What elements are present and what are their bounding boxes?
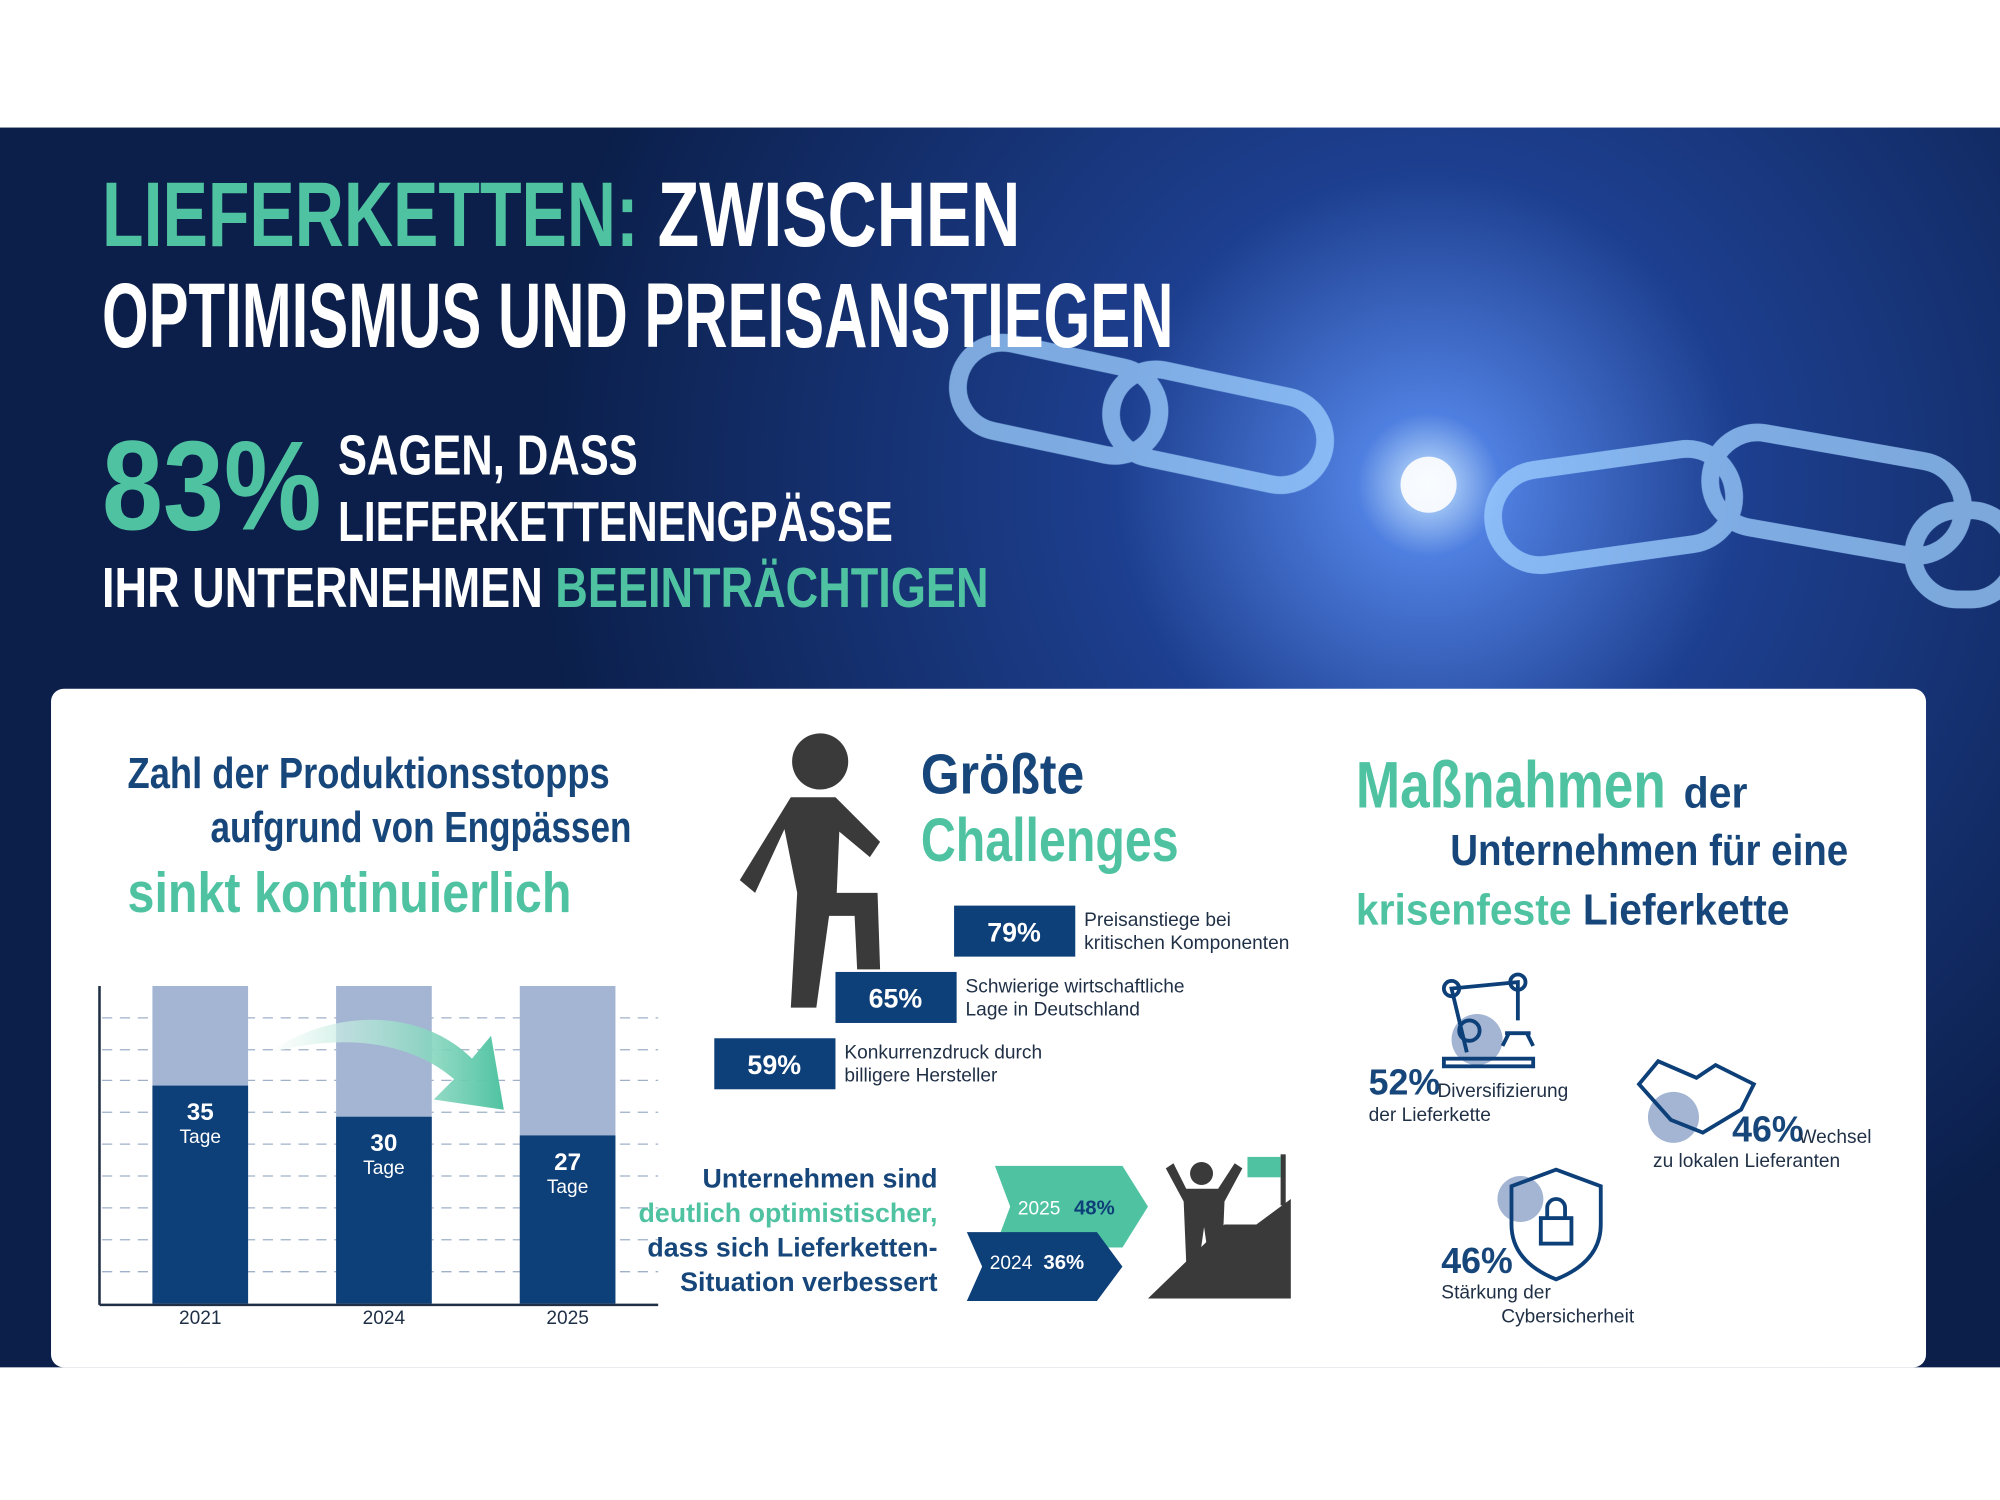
- bar: [519, 1135, 616, 1304]
- measure-label: zu lokalen Lieferanten: [1653, 1151, 1840, 1172]
- optimism-value: 48%: [1074, 1197, 1115, 1219]
- measures-highlight: krisenfeste: [1356, 887, 1572, 935]
- stat: 83%: [102, 415, 321, 557]
- arrow-2025: [994, 1165, 1148, 1248]
- x-tick-label: 2021: [179, 1308, 222, 1329]
- challenges-highlight: Challenges: [921, 806, 1179, 874]
- challenge-label: Lage in Deutschland: [966, 999, 1140, 1020]
- bar-unit: Tage: [180, 1127, 221, 1148]
- measure-label: Stärkung der: [1441, 1282, 1551, 1303]
- measure-label: Diversifizierung: [1438, 1081, 1569, 1102]
- bar-value: 27: [554, 1149, 581, 1176]
- measures-title: der: [1684, 769, 1748, 817]
- climber-icon: [739, 733, 881, 1008]
- optimism-text: Situation verbessert: [680, 1267, 937, 1297]
- measure-label: Wechsel: [1798, 1127, 1871, 1148]
- measures-title: Unternehmen für eine: [1450, 827, 1848, 875]
- card: [51, 688, 1927, 1368]
- spark: [1400, 456, 1457, 513]
- optimism-text: dass sich Lieferketten-: [647, 1232, 937, 1262]
- summit-icon: [1147, 1154, 1291, 1299]
- bar-unit: Tage: [547, 1177, 588, 1198]
- challenge-value: 65%: [869, 984, 923, 1014]
- optimism-text: deutlich optimistischer,: [639, 1198, 938, 1228]
- optimism-year: 2024: [990, 1253, 1033, 1274]
- title: LIEFERKETTEN: ZWISCHEN: [102, 164, 1020, 266]
- title-highlight: LIEFERKETTEN:: [102, 164, 639, 266]
- stops-title: Zahl der Produktionsstopps: [128, 750, 610, 798]
- bar: [336, 1116, 432, 1304]
- robot-icon: [1441, 972, 1536, 1069]
- challenge-value: 79%: [987, 917, 1041, 947]
- stat-line3-text: IHR UNTERNEHMEN: [102, 556, 555, 619]
- flag: [1247, 1156, 1281, 1178]
- challenge-value: 59%: [747, 1050, 801, 1080]
- optimism-text: Unternehmen sind: [703, 1164, 938, 1194]
- measures-title: krisenfeste Lieferkette: [1356, 887, 1790, 935]
- challenge-box: [835, 971, 957, 1023]
- x-tick-label: 2025: [546, 1308, 589, 1329]
- measures-rest: Lieferkette: [1572, 887, 1790, 935]
- title-rest: ZWISCHEN: [639, 164, 1021, 266]
- bar-value: 35: [187, 1099, 214, 1126]
- stops-title: aufgrund von Engpässen: [210, 804, 631, 852]
- shield-icon: [1497, 1167, 1603, 1282]
- stat-line1: SAGEN, DASS: [338, 423, 638, 486]
- challenges-title: Größte: [921, 742, 1084, 805]
- stat-line3: IHR UNTERNEHMEN BEEINTRÄCHTIGEN: [102, 556, 988, 619]
- challenge-label: Schwierige wirtschaftliche: [966, 976, 1185, 997]
- measure-value: 46%: [1732, 1110, 1803, 1150]
- challenge-label: Preisanstiege bei: [1084, 910, 1231, 931]
- bar-unit: Tage: [363, 1158, 404, 1179]
- trend-arrow: [267, 1019, 504, 1110]
- handshake-icon: [1636, 1058, 1757, 1143]
- chain: [948, 333, 2000, 609]
- challenge-label: kritischen Komponenten: [1084, 933, 1289, 954]
- measure-label: der Lieferkette: [1369, 1105, 1491, 1126]
- challenge-label: Konkurrenzdruck durch: [844, 1043, 1042, 1064]
- measures-highlight: Maßnahmen: [1356, 748, 1666, 822]
- measure-value: 46%: [1441, 1241, 1512, 1281]
- optimism-value: 36%: [1043, 1252, 1084, 1274]
- challenge-box: [954, 905, 1076, 957]
- optimism-year: 2025: [1018, 1198, 1061, 1219]
- arrow-2024: [966, 1232, 1123, 1302]
- challenge-label: billigere Hersteller: [844, 1066, 998, 1087]
- x-tick-label: 2024: [363, 1308, 406, 1329]
- measure-label: Cybersicherheit: [1501, 1307, 1635, 1328]
- challenge-box: [714, 1038, 836, 1090]
- stat-highlight: BEEINTRÄCHTIGEN: [555, 556, 988, 619]
- title-line2: OPTIMISMUS UND PREISANSTIEGEN: [102, 265, 1173, 367]
- stops-highlight: sinkt kontinuierlich: [128, 861, 572, 924]
- stat-line2: LIEFERKETTENENGPÄSSE: [338, 490, 893, 553]
- bar-value: 30: [370, 1130, 397, 1157]
- bar: [152, 1085, 249, 1304]
- measure-value: 52%: [1369, 1062, 1440, 1102]
